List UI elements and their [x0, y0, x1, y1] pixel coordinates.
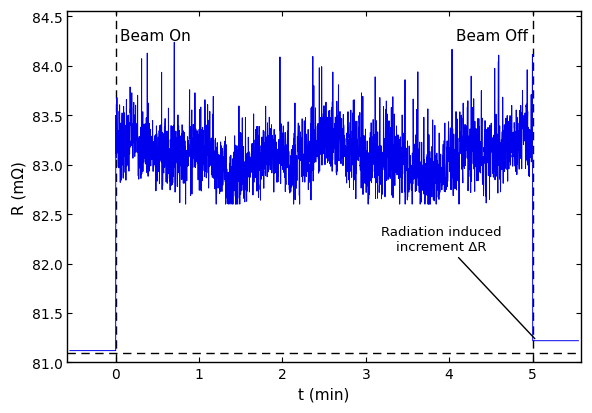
Text: Radiation induced
increment ΔR: Radiation induced increment ΔR	[381, 225, 535, 339]
Text: Beam On: Beam On	[120, 29, 191, 44]
Text: Beam Off: Beam Off	[456, 29, 529, 44]
Y-axis label: R (mΩ): R (mΩ)	[11, 161, 26, 214]
X-axis label: t (min): t (min)	[298, 387, 350, 402]
